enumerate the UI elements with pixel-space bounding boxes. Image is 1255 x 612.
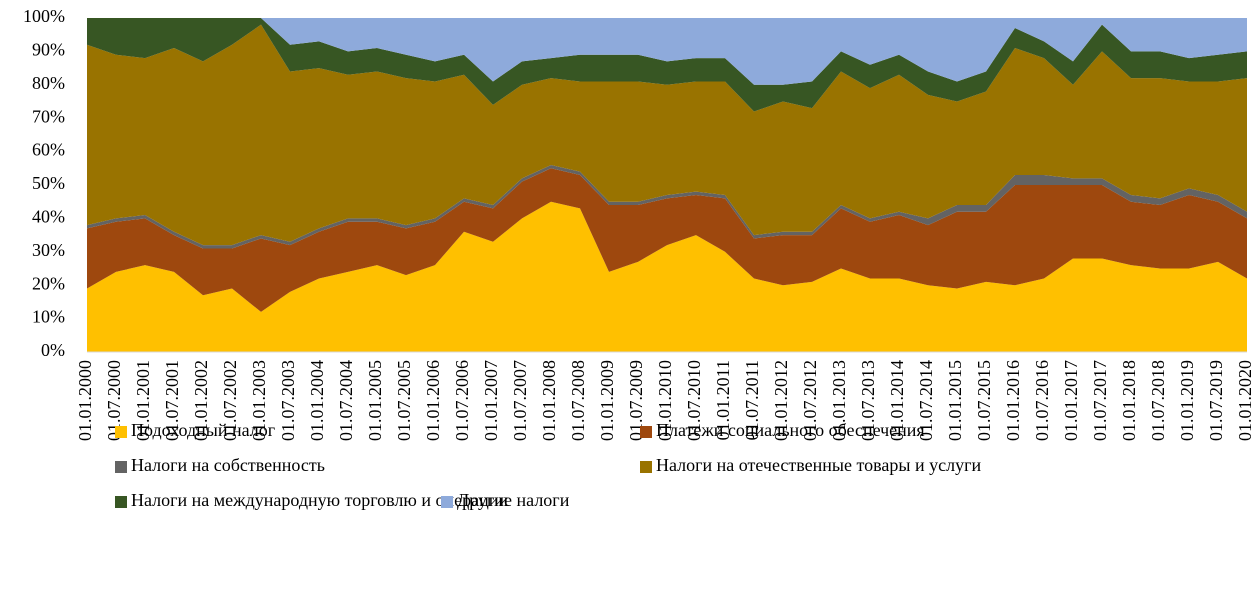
x-tick-label: 01.01.2009	[597, 360, 617, 441]
x-tick-label: 01.07.2004	[336, 360, 356, 441]
x-tick-label: 01.07.2014	[916, 360, 936, 441]
legend-swatch	[115, 461, 127, 473]
x-tick-label: 01.01.2013	[829, 360, 849, 441]
x-tick-label: 01.01.2020	[1235, 360, 1255, 441]
legend-swatch	[115, 496, 127, 508]
x-tick-label: 01.01.2007	[481, 360, 501, 441]
legend-swatch	[640, 426, 652, 438]
x-tick-label: 01.01.2002	[191, 360, 211, 441]
x-tick-label: 01.01.2014	[887, 360, 907, 441]
area	[87, 168, 1247, 312]
x-tick-label: 01.07.2016	[1032, 360, 1052, 441]
y-tick-label: 70%	[32, 106, 65, 126]
x-tick-label: 01.07.2015	[974, 360, 994, 441]
x-tick-label: 01.07.2017	[1090, 360, 1110, 441]
x-tick-label: 01.01.2010	[655, 360, 675, 441]
x-tick-label: 01.07.2011	[742, 360, 762, 440]
y-tick-label: 30%	[32, 240, 65, 260]
legend-label: Платежи социального обеспечения	[656, 420, 925, 440]
legend-label: Налоги на отечественные товары и услуги	[656, 455, 981, 475]
x-tick-label: 01.07.2002	[220, 360, 240, 441]
x-tick-label: 01.01.2000	[75, 360, 95, 441]
y-tick-label: 40%	[32, 207, 65, 227]
x-tick-label: 01.07.2000	[104, 360, 124, 441]
x-tick-label: 01.01.2008	[539, 360, 559, 441]
x-tick-label: 01.01.2015	[945, 360, 965, 441]
y-tick-label: 50%	[32, 173, 65, 193]
x-tick-label: 01.01.2006	[423, 360, 443, 441]
x-tick-label: 01.07.2008	[568, 360, 588, 441]
legend-swatch	[441, 496, 453, 508]
y-tick-label: 80%	[32, 73, 65, 93]
y-tick-label: 90%	[32, 40, 65, 60]
legend-label: Подоходный налог	[131, 420, 275, 440]
x-tick-label: 01.07.2019	[1206, 360, 1226, 441]
x-tick-label: 01.07.2013	[858, 360, 878, 441]
legend-label: Другие налоги	[457, 490, 570, 510]
x-tick-label: 01.01.2017	[1061, 360, 1081, 441]
x-tick-label: 01.07.2003	[278, 360, 298, 441]
x-tick-label: 01.07.2005	[394, 360, 414, 441]
x-tick-label: 01.01.2005	[365, 360, 385, 441]
x-tick-label: 01.07.2012	[800, 360, 820, 441]
x-tick-label: 01.01.2001	[133, 360, 153, 441]
area	[87, 201, 1247, 352]
legend-label: Налоги на собственность	[131, 455, 325, 475]
legend-label: Налоги на международную торговлю и опера…	[131, 490, 508, 510]
x-tick-label: 01.01.2019	[1177, 360, 1197, 441]
x-tick-label: 01.01.2016	[1003, 360, 1023, 441]
x-tick-label: 01.01.2012	[771, 360, 791, 441]
x-tick-label: 01.01.2003	[249, 360, 269, 441]
y-tick-label: 100%	[23, 6, 65, 26]
x-tick-label: 01.07.2001	[162, 360, 182, 441]
x-tick-label: 01.07.2006	[452, 360, 472, 441]
y-tick-label: 20%	[32, 273, 65, 293]
legend-swatch	[115, 426, 127, 438]
y-tick-label: 10%	[32, 307, 65, 327]
x-tick-label: 01.07.2010	[684, 360, 704, 441]
x-tick-label: 01.01.2011	[713, 360, 733, 440]
x-tick-label: 01.07.2009	[626, 360, 646, 441]
legend-swatch	[640, 461, 652, 473]
x-tick-label: 01.07.2018	[1148, 360, 1168, 441]
y-tick-label: 60%	[32, 140, 65, 160]
x-tick-label: 01.01.2004	[307, 360, 327, 441]
y-tick-label: 0%	[41, 340, 65, 360]
area	[87, 18, 1247, 112]
x-tick-label: 01.01.2018	[1119, 360, 1139, 441]
area	[87, 18, 1247, 85]
area	[87, 24, 1247, 246]
x-tick-label: 01.07.2007	[510, 360, 530, 441]
